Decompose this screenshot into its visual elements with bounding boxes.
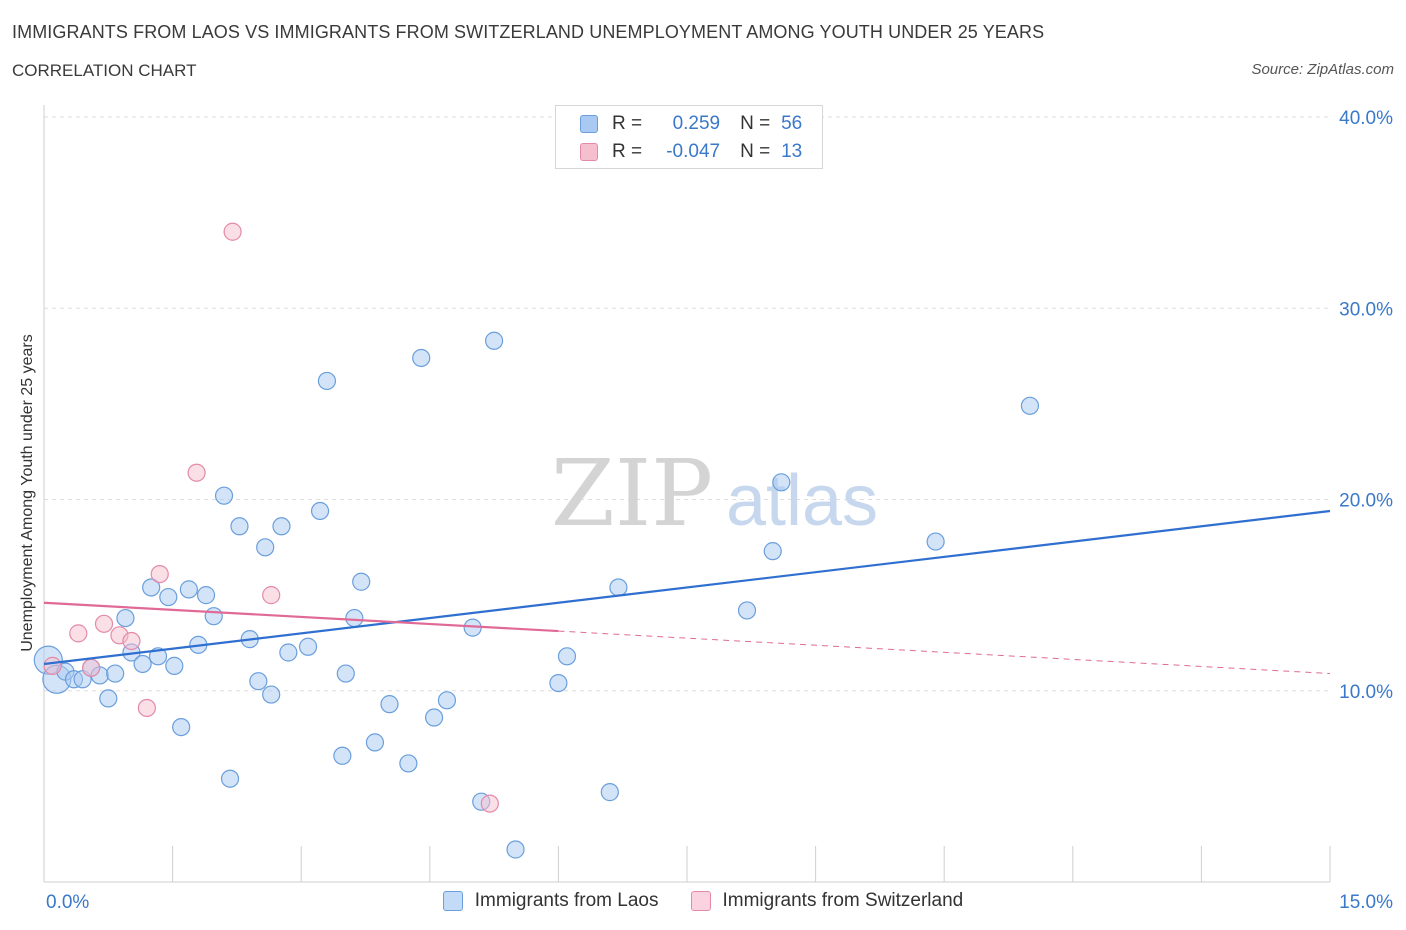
stats-legend: R = 0.259 N = 56 R = -0.047 N = 13 [555,105,823,169]
laos-point [204,607,223,626]
switzerland-point [480,794,499,813]
data-points [33,222,1040,859]
laos-point [214,486,234,505]
switzerland-swatch [580,143,598,161]
watermark: ZIP atlas [551,440,878,547]
laos-point [196,586,216,605]
legend-item-laos[interactable]: Immigrants from Laos [442,890,659,912]
switzerland-point [150,564,169,584]
laos-point [1020,396,1040,415]
laos-point [317,371,337,391]
switzerland-legend-swatch [690,891,711,911]
laos-point [172,717,191,737]
switzerland-point [69,624,88,643]
laos-point [249,672,268,691]
laos-point [272,517,291,536]
laos-swatch [580,115,598,133]
tick-labels: 10.0% 20.0% 30.0% 40.0% 0.0% 15.0% [46,108,1393,913]
laos-point [437,691,457,710]
switzerland-point [43,656,62,675]
source-label: Source: ZipAtlas.com [1251,61,1394,78]
laos-point [352,572,371,591]
switzerland-point [262,586,281,605]
laos-trend-line [43,509,1331,666]
y-tick-label: 40.0% [1339,108,1393,129]
laos-point [609,578,628,597]
switzerland-trend-line-extension [558,630,1331,675]
y-tick-label: 10.0% [1339,682,1393,703]
laos-point [772,473,791,492]
laos-point [165,656,184,675]
chart-title: IMMIGRANTS FROM LAOS VS IMMIGRANTS FROM … [12,22,1045,42]
grid-lines [44,116,1330,692]
r-label: R = [612,141,643,162]
y-tick-label: 30.0% [1339,299,1393,320]
laos-point [116,608,135,628]
laos-point [763,542,782,561]
switzerland-point [82,658,101,677]
laos-point [600,783,619,802]
laos-point [926,532,945,551]
laos-point [99,689,118,708]
laos-point [737,601,757,620]
switzerland-legend-label: Immigrants from Switzerland [722,890,964,911]
watermark-zip: ZIP [551,440,713,547]
switzerland-point [137,698,156,718]
laos-legend-swatch [442,891,463,911]
n-label: N = [740,113,771,134]
laos-point [148,647,168,666]
laos-point [256,538,275,557]
switzerland-point [122,631,141,651]
switzerland-point [187,463,206,482]
laos-n-value: 56 [781,113,803,134]
laos-point [345,608,364,628]
laos-point [380,695,399,714]
legend-row-switzerland: R = -0.047 N = 13 [580,140,802,164]
watermark-atlas: atlas [726,461,878,541]
laos-point [399,754,418,773]
x-tick-label: 15.0% [1339,892,1393,913]
switzerland-r-value: -0.047 [666,141,721,162]
laos-point [310,501,330,521]
laos-point [133,654,152,674]
switzerland-n-value: 13 [781,141,803,162]
laos-legend-label: Immigrants from Laos [474,890,659,911]
laos-point [506,840,525,859]
legend-item-switzerland[interactable]: Immigrants from Switzerland [690,890,964,912]
laos-point [159,587,178,607]
chart-subtitle: CORRELATION CHART [12,61,197,80]
laos-point [230,517,249,536]
x-tick-label: 0.0% [46,892,89,913]
switzerland-trend-line [43,601,559,633]
laos-point [549,673,568,693]
laos-point [365,733,385,752]
laos-point [106,664,125,683]
laos-r-value: 0.259 [672,113,721,134]
laos-point [262,685,281,704]
legend-row-laos: R = 0.259 N = 56 [580,112,802,136]
axes [43,105,1331,883]
r-label: R = [612,113,643,134]
n-label: N = [740,141,771,162]
laos-point [557,647,577,666]
switzerland-point [223,222,242,241]
switzerland-point [94,614,114,633]
laos-point [333,746,352,765]
trend-lines [43,509,1331,675]
laos-point [336,664,355,683]
laos-point [412,348,431,368]
y-tick-label: 20.0% [1339,491,1393,512]
laos-point [220,769,240,788]
laos-point [279,643,298,662]
laos-point [179,580,198,599]
laos-point [298,637,318,656]
laos-point [485,331,504,350]
series-legend: Immigrants from Laos Immigrants from Swi… [0,890,1406,912]
laos-point [424,708,444,727]
laos-point [142,578,161,597]
